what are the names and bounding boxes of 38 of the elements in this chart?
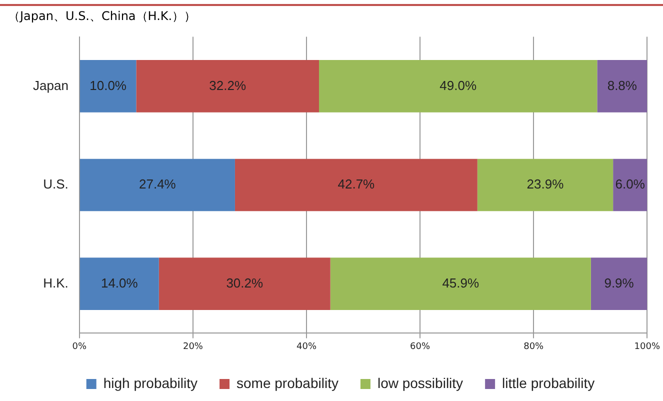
- x-tick-label: 0%: [72, 342, 88, 352]
- y-tick-label: H.K.: [43, 275, 68, 290]
- data-label: 9.9%: [604, 275, 634, 290]
- x-tick-label: 100%: [634, 342, 660, 352]
- data-label: 42.7%: [338, 176, 376, 192]
- x-tick-label: 80%: [524, 342, 544, 352]
- data-label: 6.0%: [615, 176, 646, 192]
- y-tick-label: Japan: [33, 78, 68, 93]
- bar: [590, 258, 648, 310]
- chart-subtitle: （Japan、U.S.、China（H.K.））: [7, 8, 198, 25]
- data-label: 14.0%: [100, 275, 138, 290]
- data-label: 10.0%: [90, 78, 127, 93]
- data-label: 8.8%: [607, 78, 638, 93]
- data-label: 49.0%: [440, 78, 477, 93]
- bar: [234, 158, 478, 212]
- legend-label: some probability: [236, 374, 338, 391]
- bar: [318, 60, 598, 112]
- bar: [158, 258, 330, 310]
- bar: [80, 60, 136, 112]
- legend-label: little probability: [502, 374, 595, 391]
- bar: [136, 60, 319, 112]
- legend-label: high probability: [103, 374, 198, 391]
- y-tick-label: U.S.: [43, 176, 68, 192]
- x-tick-label: 60%: [410, 342, 430, 352]
- data-label: 30.2%: [226, 275, 264, 290]
- bar: [80, 158, 235, 212]
- bar: [330, 258, 591, 310]
- legend-label: low possibility: [377, 374, 464, 391]
- bar: [80, 258, 159, 310]
- data-label: 32.2%: [209, 78, 246, 93]
- data-label: 45.9%: [442, 275, 480, 290]
- bar: [613, 158, 648, 212]
- x-tick-label: 40%: [296, 342, 317, 352]
- data-label: 23.9%: [526, 176, 564, 192]
- bar: [477, 158, 614, 212]
- data-label: 27.4%: [139, 176, 176, 192]
- bar: [597, 60, 648, 112]
- x-tick-label: 20%: [182, 342, 204, 352]
